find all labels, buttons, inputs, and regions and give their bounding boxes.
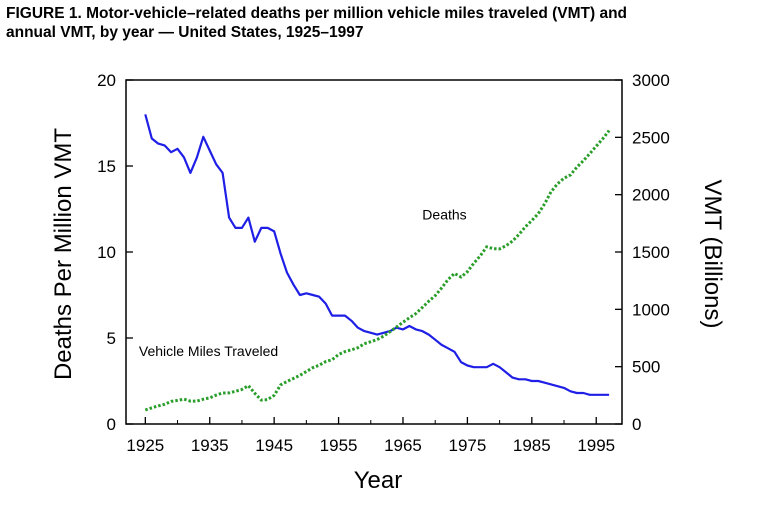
y-left-tick-label: 0 xyxy=(107,415,116,434)
x-tick-label: 1985 xyxy=(513,436,551,455)
x-tick-label: 1955 xyxy=(320,436,358,455)
x-tick-label: 1995 xyxy=(577,436,615,455)
y-axis-right-label: VMT (Billions) xyxy=(699,180,726,329)
y-left-tick-label: 20 xyxy=(97,71,116,90)
y-right-tick-label: 2500 xyxy=(632,128,670,147)
x-tick-label: 1935 xyxy=(191,436,229,455)
figure-title: FIGURE 1. Motor-vehicle–related deaths p… xyxy=(6,4,761,42)
annotation-layer: Deaths Vehicle Miles Traveled xyxy=(139,206,467,359)
annotation-label: Deaths xyxy=(422,206,466,222)
y-left-tick-label: 10 xyxy=(97,243,116,262)
y-right-tick-label: 1500 xyxy=(632,243,670,262)
y-axis-left-label: Deaths Per Million VMT xyxy=(50,128,77,380)
x-tick-label: 1975 xyxy=(448,436,486,455)
x-tick-label: 1925 xyxy=(126,436,164,455)
y-right-tick-label: 2000 xyxy=(632,186,670,205)
y-axis-left-ticks: 0 5 10 15 20 xyxy=(97,71,133,434)
y-right-tick-label: 0 xyxy=(632,415,641,434)
annotation-label: Vehicle Miles Traveled xyxy=(139,343,278,359)
x-tick-label: 1945 xyxy=(255,436,293,455)
plot-frame xyxy=(125,79,623,425)
x-tick-label: 1965 xyxy=(384,436,422,455)
x-axis-ticks: 1925 1935 1945 1955 1965 1975 1985 1995 xyxy=(126,417,615,455)
plot-border xyxy=(125,79,623,425)
y-left-tick-label: 15 xyxy=(97,157,116,176)
y-right-tick-label: 500 xyxy=(632,358,660,377)
x-axis-label: Year xyxy=(354,467,403,494)
figure-title-line-2: annual VMT, by year — United States, 192… xyxy=(6,24,364,41)
series-line-vehicle-miles-traveled xyxy=(144,129,611,412)
figure-title-line-1: FIGURE 1. Motor-vehicle–related deaths p… xyxy=(6,5,628,22)
series-line-deaths xyxy=(144,114,610,396)
y-axis-right-ticks: 0 500 1000 1500 2000 2500 3000 xyxy=(615,71,670,434)
y-right-tick-label: 1000 xyxy=(632,300,670,319)
series-layer xyxy=(144,114,611,412)
y-right-tick-label: 3000 xyxy=(632,71,670,90)
y-left-tick-label: 5 xyxy=(107,329,116,348)
